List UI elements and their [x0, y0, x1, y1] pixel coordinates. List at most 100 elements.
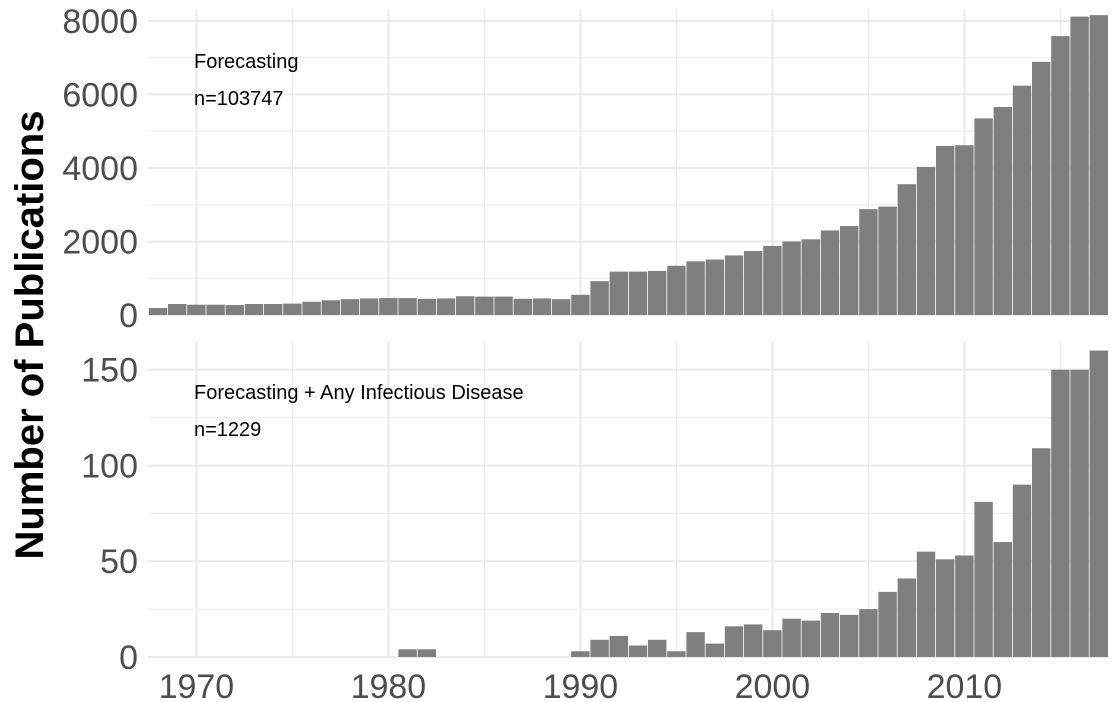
bar-1990	[571, 294, 590, 315]
bar-2004	[840, 614, 859, 657]
y-tick-label: 2000	[62, 224, 138, 262]
bar-2007	[897, 578, 916, 657]
bar-2008	[916, 166, 936, 315]
annotation-count: n=1229	[194, 419, 261, 441]
bar-2012	[993, 107, 1012, 315]
bar-1981	[398, 298, 417, 315]
bar-1991	[590, 639, 609, 657]
bar-1980	[379, 298, 398, 315]
bar-2014	[1032, 448, 1051, 657]
x-tick-label: 2010	[927, 668, 1003, 702]
bar-1978	[340, 299, 360, 315]
x-tick-label: 1970	[159, 668, 235, 702]
bar-1992	[609, 271, 628, 315]
bar-2006	[878, 591, 897, 657]
bar-1996	[686, 632, 705, 657]
y-tick-label: 8000	[62, 3, 138, 41]
bar-2014	[1032, 61, 1051, 316]
bar-2000	[763, 245, 782, 315]
bar-1971	[206, 304, 225, 315]
bar-2010	[955, 145, 974, 315]
y-tick-label: 50	[100, 543, 138, 581]
y-axis-label: Number of Publications	[8, 111, 52, 560]
bar-1991	[590, 281, 609, 315]
bar-2003	[820, 612, 840, 657]
bar-2017	[1089, 350, 1108, 657]
bar-1994	[648, 270, 667, 315]
bar-1983	[436, 298, 456, 315]
bar-1979	[360, 298, 379, 315]
bar-1969	[168, 303, 187, 315]
y-tick-label: 4000	[62, 150, 138, 188]
bar-1972	[225, 305, 244, 315]
y-tick-label: 150	[81, 352, 138, 390]
bar-1975	[283, 303, 302, 315]
bar-2005	[859, 609, 878, 657]
bar-1996	[686, 261, 705, 315]
bar-1988	[532, 298, 552, 315]
x-tick-label: 1980	[351, 668, 427, 702]
bar-1973	[244, 303, 264, 315]
bar-1974	[264, 303, 283, 315]
y-tick-label: 6000	[62, 77, 138, 115]
bar-2017	[1089, 15, 1108, 315]
bar-1992	[609, 635, 628, 657]
annotation-title: Forecasting	[194, 51, 299, 73]
bar-1990	[571, 651, 590, 657]
bar-2010	[955, 555, 974, 657]
bar-2011	[974, 118, 993, 315]
bar-2011	[974, 501, 993, 657]
bar-1982	[417, 649, 436, 657]
bar-1987	[513, 298, 532, 315]
bar-1994	[648, 639, 667, 657]
bar-2013	[1012, 85, 1032, 315]
bar-1995	[667, 651, 686, 657]
bar-1998	[724, 255, 744, 315]
bar-2008	[916, 551, 936, 657]
x-tick-label: 2000	[735, 668, 811, 702]
bar-2001	[782, 241, 801, 315]
bar-1986	[494, 296, 513, 315]
bar-1995	[667, 265, 686, 315]
bar-2003	[820, 230, 840, 315]
bar-1984	[456, 296, 475, 315]
y-tick-label: 100	[81, 447, 138, 485]
bar-1981	[398, 649, 417, 657]
bar-1976	[302, 301, 321, 315]
bar-1997	[705, 259, 724, 315]
bar-2015	[1051, 36, 1070, 315]
bar-2001	[782, 618, 801, 657]
bar-2013	[1012, 484, 1032, 657]
bar-2005	[859, 209, 878, 315]
bar-2000	[763, 630, 782, 657]
bar-2009	[936, 559, 955, 657]
bar-1977	[321, 300, 340, 315]
bar-1998	[724, 626, 744, 657]
bar-2015	[1051, 369, 1070, 657]
bar-2016	[1070, 16, 1089, 315]
bar-1999	[744, 624, 763, 657]
panel-1: 0 2000 4000 6000 8000 Forecasting n=103747	[62, 3, 1108, 335]
bar-2002	[801, 239, 820, 315]
y-tick-label: 0	[119, 297, 138, 335]
bar-1968	[148, 308, 168, 315]
chart-area: 0 2000 4000 6000 8000 Forecasting n=103747 0 50 1…	[62, 3, 1108, 702]
bar-1997	[705, 643, 724, 657]
annotation-count: n=103747	[194, 88, 284, 110]
bar-1999	[744, 251, 763, 315]
bar-1993	[628, 271, 648, 315]
bar-1982	[417, 298, 436, 315]
bar-1985	[475, 296, 494, 315]
bar-2006	[878, 206, 897, 315]
panel-2: 0 50 100 150 Forecasting + Any Infectious Di…	[81, 341, 1108, 677]
bar-2016	[1070, 369, 1089, 657]
bar-1989	[552, 299, 571, 315]
bar-1993	[628, 645, 648, 657]
y-tick-label: 0	[119, 639, 138, 677]
bar-2009	[936, 145, 955, 315]
bar-2012	[993, 542, 1012, 657]
bar-2004	[840, 226, 859, 315]
x-tick-label: 1990	[543, 668, 619, 702]
annotation-title: Forecasting + Any Infectious Disease	[194, 382, 524, 404]
